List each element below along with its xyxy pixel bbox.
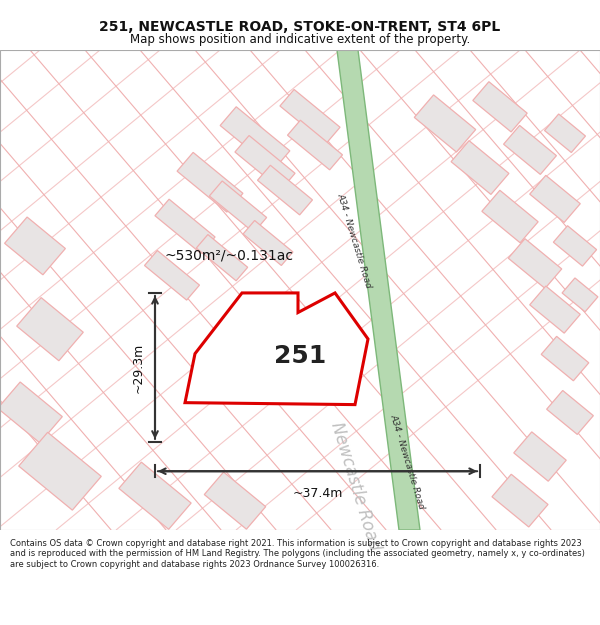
- Polygon shape: [503, 126, 556, 174]
- Polygon shape: [337, 50, 420, 530]
- Polygon shape: [514, 432, 566, 481]
- Polygon shape: [280, 89, 340, 144]
- Polygon shape: [177, 152, 243, 212]
- Polygon shape: [243, 221, 293, 266]
- Polygon shape: [482, 190, 538, 242]
- Polygon shape: [5, 217, 65, 275]
- Polygon shape: [287, 120, 343, 170]
- Polygon shape: [185, 293, 368, 404]
- Polygon shape: [545, 114, 586, 152]
- Polygon shape: [492, 474, 548, 527]
- Polygon shape: [17, 298, 83, 361]
- Polygon shape: [553, 226, 596, 266]
- Text: A34 - Newcastle Road: A34 - Newcastle Road: [335, 192, 373, 289]
- Polygon shape: [562, 278, 598, 312]
- Text: ~29.3m: ~29.3m: [132, 342, 145, 392]
- Text: 251, NEWCASTLE ROAD, STOKE-ON-TRENT, ST4 6PL: 251, NEWCASTLE ROAD, STOKE-ON-TRENT, ST4…: [100, 20, 500, 34]
- Text: A34 - Newcastle Road: A34 - Newcastle Road: [388, 413, 426, 510]
- Polygon shape: [119, 462, 191, 529]
- Polygon shape: [473, 82, 527, 132]
- Polygon shape: [530, 176, 580, 222]
- Polygon shape: [220, 107, 290, 169]
- Polygon shape: [0, 382, 62, 443]
- Polygon shape: [209, 181, 266, 232]
- Text: ~37.4m: ~37.4m: [292, 487, 343, 500]
- Polygon shape: [547, 391, 593, 434]
- Polygon shape: [196, 234, 248, 281]
- Polygon shape: [204, 472, 266, 529]
- Polygon shape: [541, 336, 589, 381]
- Polygon shape: [145, 251, 199, 300]
- Polygon shape: [235, 136, 295, 190]
- Polygon shape: [414, 95, 476, 152]
- Text: ~530m²/~0.131ac: ~530m²/~0.131ac: [165, 249, 294, 262]
- Polygon shape: [155, 199, 215, 254]
- Text: Contains OS data © Crown copyright and database right 2021. This information is : Contains OS data © Crown copyright and d…: [10, 539, 585, 569]
- Text: Newcastle Road: Newcastle Road: [327, 419, 383, 552]
- Polygon shape: [508, 239, 562, 288]
- Polygon shape: [257, 165, 313, 215]
- Polygon shape: [451, 141, 509, 194]
- Polygon shape: [19, 432, 101, 510]
- Text: Map shows position and indicative extent of the property.: Map shows position and indicative extent…: [130, 32, 470, 46]
- Text: 251: 251: [274, 344, 326, 367]
- Polygon shape: [530, 286, 580, 333]
